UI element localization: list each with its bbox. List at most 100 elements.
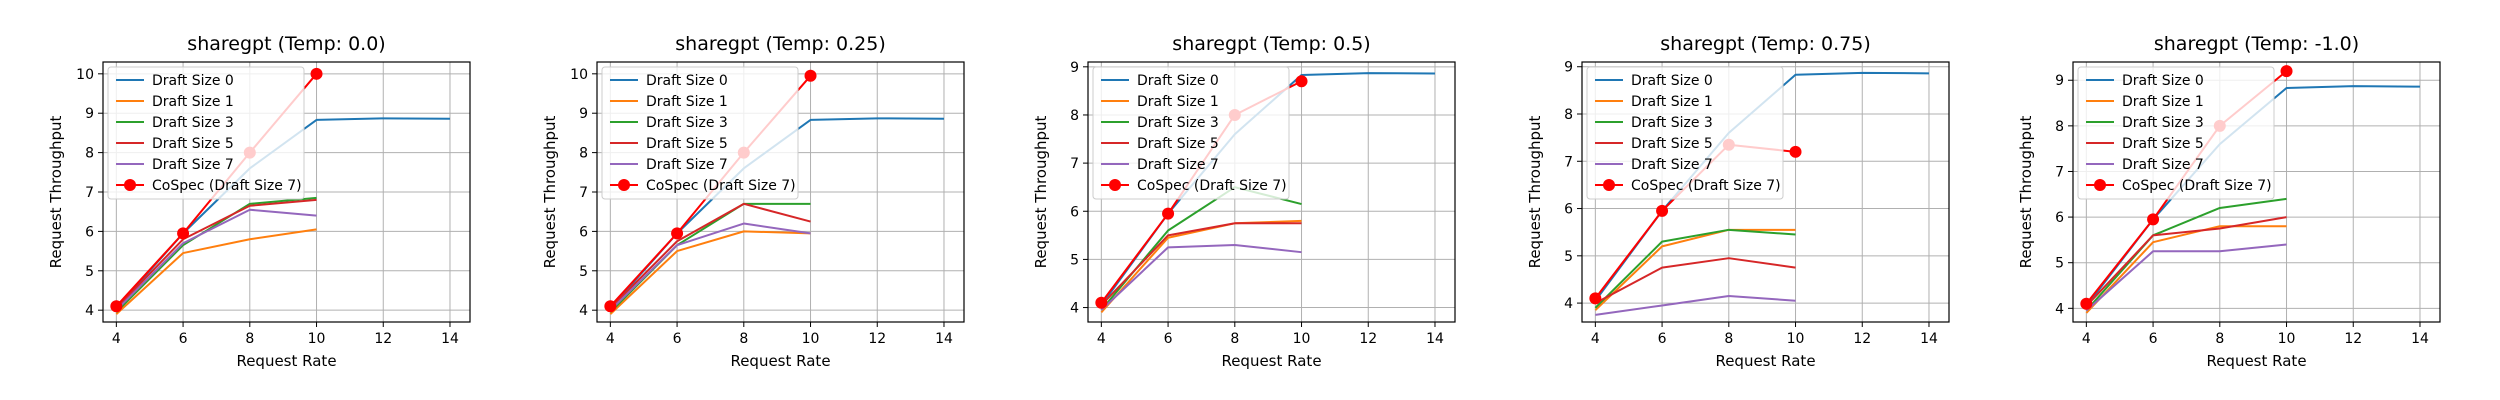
legend-label-1: Draft Size 1 xyxy=(646,94,728,110)
x-tick-label: 6 xyxy=(179,331,188,347)
series-marker-5 xyxy=(671,227,684,240)
x-tick-label: 12 xyxy=(868,331,886,347)
legend: Draft Size 0 Draft Size 1 Draft Size 3 Draf… xyxy=(1092,66,1290,200)
legend-label-5: CoSpec (Draft Size 7) xyxy=(1137,178,1287,194)
x-tick-label: 4 xyxy=(1591,331,1600,347)
x-axis-label: Request Rate xyxy=(1715,352,1815,370)
legend-box xyxy=(1586,66,1784,200)
legend-label-5: CoSpec (Draft Size 7) xyxy=(2122,178,2272,194)
series-marker-5 xyxy=(604,300,617,313)
y-tick-label: 10 xyxy=(76,67,94,83)
series-line-1 xyxy=(115,228,317,315)
series-line-1 xyxy=(609,230,811,315)
y-tick-label: 6 xyxy=(1564,202,1573,218)
legend-label-0: Draft Size 0 xyxy=(1631,73,1713,89)
y-tick-label: 7 xyxy=(1070,156,1079,172)
x-tick-label: 10 xyxy=(1787,331,1805,347)
legend-marker-5 xyxy=(1109,179,1121,191)
x-tick-label: 12 xyxy=(2344,331,2362,347)
y-tick-label: 5 xyxy=(2055,256,2064,272)
y-axis-label: Request Throughput xyxy=(541,115,559,268)
legend-label-4: Draft Size 7 xyxy=(1137,157,1219,173)
y-tick-label: 4 xyxy=(1564,296,1573,312)
legend-label-3: Draft Size 5 xyxy=(2122,136,2204,152)
x-tick-label: 8 xyxy=(1230,331,1239,347)
x-tick-label: 4 xyxy=(2082,331,2091,347)
series-line-4 xyxy=(115,208,317,311)
x-axis-label: Request Rate xyxy=(1221,352,1321,370)
y-tick-label: 5 xyxy=(579,264,588,280)
y-tick-label: 6 xyxy=(579,224,588,240)
y-tick-label: 4 xyxy=(579,303,588,319)
x-tick-label: 10 xyxy=(308,331,326,347)
x-tick-label: 8 xyxy=(2215,331,2224,347)
y-tick-label: 8 xyxy=(1070,108,1079,124)
axes-frame xyxy=(1581,61,1950,323)
y-tick-label: 8 xyxy=(579,146,588,162)
series-marker-5 xyxy=(2280,65,2293,78)
series-marker-5 xyxy=(1095,296,1108,309)
series-marker-5 xyxy=(2147,213,2160,226)
legend-box xyxy=(601,66,799,200)
legend-box xyxy=(107,66,305,200)
x-axis-label: Request Rate xyxy=(236,352,336,370)
chart-panel-4: 4 6 8 10 12 14 4 5 6 7 8 9 sharegpt (Temp: -1.0) Requ… xyxy=(2017,33,2441,370)
series-marker-5 xyxy=(1162,207,1175,220)
x-tick-label: 14 xyxy=(441,331,459,347)
y-axis-label: Request Throughput xyxy=(47,115,65,268)
series-marker-5 xyxy=(1656,204,1669,217)
series-line-2 xyxy=(115,196,317,313)
legend-label-5: CoSpec (Draft Size 7) xyxy=(152,178,302,194)
x-tick-label: 12 xyxy=(374,331,392,347)
y-tick-label: 9 xyxy=(2055,73,2064,89)
x-tick-label: 4 xyxy=(112,331,121,347)
series-marker-5 xyxy=(804,69,817,82)
legend-marker-5 xyxy=(2094,179,2106,191)
x-tick-label: 14 xyxy=(935,331,953,347)
legend: Draft Size 0 Draft Size 1 Draft Size 3 Draf… xyxy=(601,66,799,200)
x-tick-label: 6 xyxy=(1164,331,1173,347)
legend-label-1: Draft Size 1 xyxy=(2122,94,2204,110)
chart-title: sharegpt (Temp: 0.75) xyxy=(1660,33,1870,55)
series-line-4 xyxy=(1100,243,1302,311)
legend-label-1: Draft Size 1 xyxy=(1137,94,1219,110)
y-tick-label: 4 xyxy=(2055,301,2064,317)
legend-label-3: Draft Size 5 xyxy=(1137,136,1219,152)
legend-label-2: Draft Size 3 xyxy=(1631,115,1713,131)
x-tick-label: 6 xyxy=(2149,331,2158,347)
series-line-2 xyxy=(1594,228,1796,309)
x-tick-label: 10 xyxy=(1293,331,1311,347)
series-marker-5 xyxy=(177,227,190,240)
legend: Draft Size 0 Draft Size 1 Draft Size 3 Draf… xyxy=(2077,66,2275,200)
y-tick-label: 7 xyxy=(85,185,94,201)
legend-label-2: Draft Size 3 xyxy=(2122,115,2204,131)
legend-label-4: Draft Size 7 xyxy=(646,157,728,173)
x-tick-label: 10 xyxy=(802,331,820,347)
y-tick-label: 4 xyxy=(85,303,94,319)
y-tick-label: 6 xyxy=(1070,204,1079,220)
y-tick-label: 4 xyxy=(1070,301,1079,317)
series-marker-5 xyxy=(310,67,323,80)
x-tick-label: 6 xyxy=(673,331,682,347)
legend-label-2: Draft Size 3 xyxy=(1137,115,1219,131)
legend-label-4: Draft Size 7 xyxy=(2122,157,2204,173)
x-axis-label: Request Rate xyxy=(2206,352,2306,370)
chart-title: sharegpt (Temp: 0.5) xyxy=(1172,33,1370,55)
series-line-4 xyxy=(2085,243,2287,312)
legend-label-1: Draft Size 1 xyxy=(152,94,234,110)
x-tick-label: 14 xyxy=(1426,331,1444,347)
legend-box xyxy=(1092,66,1290,200)
legend: Draft Size 0 Draft Size 1 Draft Size 3 Draf… xyxy=(1586,66,1784,200)
legend-label-5: CoSpec (Draft Size 7) xyxy=(646,178,796,194)
x-tick-label: 14 xyxy=(1920,331,1938,347)
x-tick-label: 4 xyxy=(1097,331,1106,347)
series-line-2 xyxy=(2085,197,2287,312)
x-axis-label: Request Rate xyxy=(730,352,830,370)
y-tick-label: 9 xyxy=(1070,60,1079,76)
legend-label-3: Draft Size 5 xyxy=(152,136,234,152)
y-tick-label: 7 xyxy=(1564,154,1573,170)
chart-title: sharegpt (Temp: 0.0) xyxy=(187,33,385,55)
x-tick-label: 8 xyxy=(245,331,254,347)
series-line-3 xyxy=(2085,216,2287,307)
